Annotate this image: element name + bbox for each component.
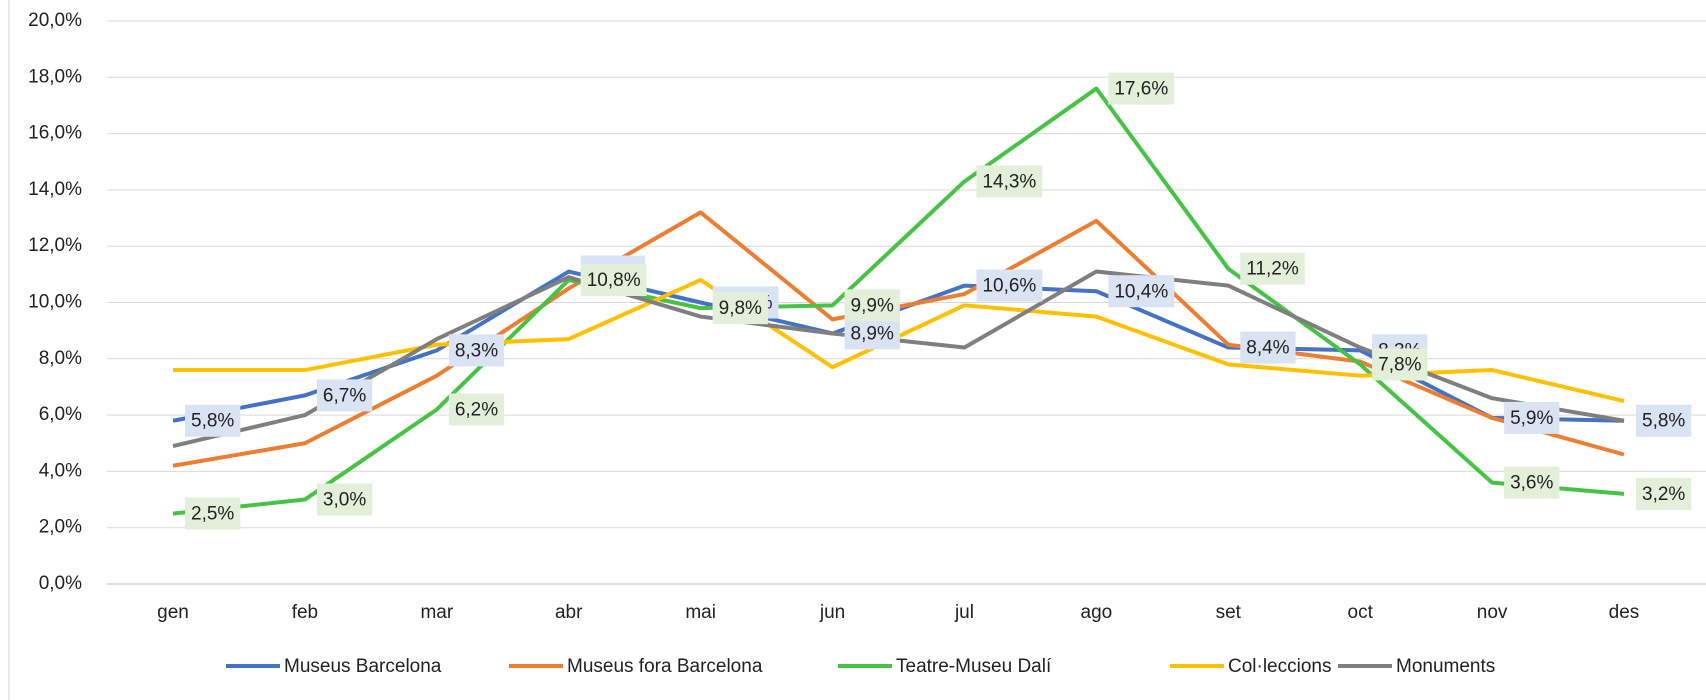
data-label: 5,8% (1636, 404, 1692, 437)
data-label-box (844, 289, 900, 322)
series-line (172, 86, 1625, 516)
data-label: 10,8% (580, 263, 647, 296)
data-label-text: 17,6% (1114, 79, 1168, 100)
data-label: 8,3% (448, 334, 505, 367)
data-label-text: 2,5% (191, 504, 234, 525)
y-tick-label: 12,0% (28, 235, 82, 256)
y-tick-label: 0,0% (39, 573, 82, 594)
y-tick-label: 18,0% (28, 66, 82, 87)
data-label: 10,4% (1108, 275, 1175, 308)
data-label-text: 6,2% (455, 399, 498, 420)
y-tick-label: 10,0% (28, 292, 82, 313)
data-label-text: 10,8% (587, 270, 641, 291)
data-label-box (1372, 348, 1428, 381)
data-label-text: 10,4% (1114, 281, 1168, 302)
data-label: 3,6% (1504, 466, 1560, 499)
x-tick-label: des (1609, 602, 1640, 623)
data-label: 14,3% (976, 165, 1043, 198)
data-label-text: 3,2% (1642, 484, 1685, 505)
data-label-box (580, 263, 647, 296)
data-label: 8,9% (844, 317, 900, 350)
data-label: 6,2% (448, 393, 505, 426)
y-tick-label: 6,0% (39, 404, 82, 425)
y-tick-label: 16,0% (28, 123, 82, 144)
data-label-text: 14,3% (982, 171, 1036, 192)
y-tick-label: 20,0% (28, 10, 82, 31)
data-label-text: 5,8% (191, 411, 234, 432)
data-label-box (185, 497, 241, 530)
data-label-text: 8,4% (1246, 338, 1289, 359)
data-label-text: 5,8% (1642, 411, 1685, 432)
data-label: 5,8% (185, 404, 241, 437)
data-label: 11,2% (1240, 252, 1305, 285)
data-label-box (1240, 331, 1296, 364)
x-tick-label: ago (1081, 602, 1113, 623)
data-label: 3,0% (316, 483, 373, 516)
x-tick-label: nov (1477, 602, 1508, 623)
x-tick-label: mai (685, 602, 716, 623)
data-label-box (976, 165, 1043, 198)
data-label-box (1636, 477, 1692, 510)
y-tick-label: 2,0% (39, 517, 82, 538)
x-tick-label: mar (420, 602, 453, 623)
x-tick-label: feb (292, 602, 318, 623)
data-label-text: 8,9% (851, 323, 894, 344)
data-label: 9,8% (712, 292, 768, 325)
data-label: 10,6% (976, 269, 1043, 302)
data-label-text: 3,6% (1510, 473, 1553, 494)
data-label-text: 9,9% (851, 295, 894, 316)
data-label-text: 7,8% (1378, 354, 1421, 375)
data-label-box (976, 269, 1043, 302)
data-label-text: 5,9% (1510, 408, 1553, 429)
y-tick-label: 8,0% (39, 348, 82, 369)
data-label-text: 10,6% (982, 276, 1036, 297)
legend-label: Museus Barcelona (284, 656, 442, 677)
x-tick-label: gen (157, 602, 189, 623)
x-tick-label: jul (954, 602, 974, 623)
data-label-box (712, 292, 768, 325)
data-label: 9,9% (844, 289, 900, 322)
data-label: 3,2% (1636, 477, 1692, 510)
data-label-box (844, 317, 900, 350)
y-tick-label: 4,0% (39, 460, 82, 481)
data-label-box (1636, 404, 1692, 437)
data-label: 5,9% (1504, 401, 1560, 434)
x-tick-label: set (1216, 602, 1242, 623)
data-label-box (448, 334, 505, 367)
data-label-text: 3,0% (323, 490, 366, 511)
data-label-box (1108, 275, 1175, 308)
data-label: 8,4% (1240, 331, 1296, 364)
data-label: 6,7% (316, 379, 373, 412)
x-tick-label: oct (1348, 602, 1374, 623)
x-tick-label: abr (555, 602, 583, 623)
data-label-text: 8,3% (455, 340, 498, 361)
data-label-text: 9,8% (719, 298, 762, 319)
data-label: 7,8% (1372, 348, 1428, 381)
legend-label: Monuments (1396, 656, 1495, 677)
x-tick-label: jun (819, 602, 845, 623)
data-label-box (316, 379, 373, 412)
data-label-box (1504, 401, 1560, 434)
data-label-text: 11,2% (1246, 259, 1299, 280)
data-label: 17,6% (1108, 72, 1175, 105)
data-label-box (316, 483, 373, 516)
legend-label: Teatre-Museu Dalí (896, 656, 1052, 677)
data-label-box (185, 404, 241, 437)
data-label: 2,5% (185, 497, 241, 530)
data-label-box (1240, 252, 1305, 285)
legend-label: Col·leccions (1228, 656, 1331, 677)
legend-label: Museus fora Barcelona (567, 656, 763, 677)
data-label-text: 6,7% (323, 385, 366, 406)
data-label-box (1108, 72, 1175, 105)
data-label-box (448, 393, 505, 426)
data-label-box (1504, 466, 1560, 499)
y-tick-label: 14,0% (28, 179, 82, 200)
